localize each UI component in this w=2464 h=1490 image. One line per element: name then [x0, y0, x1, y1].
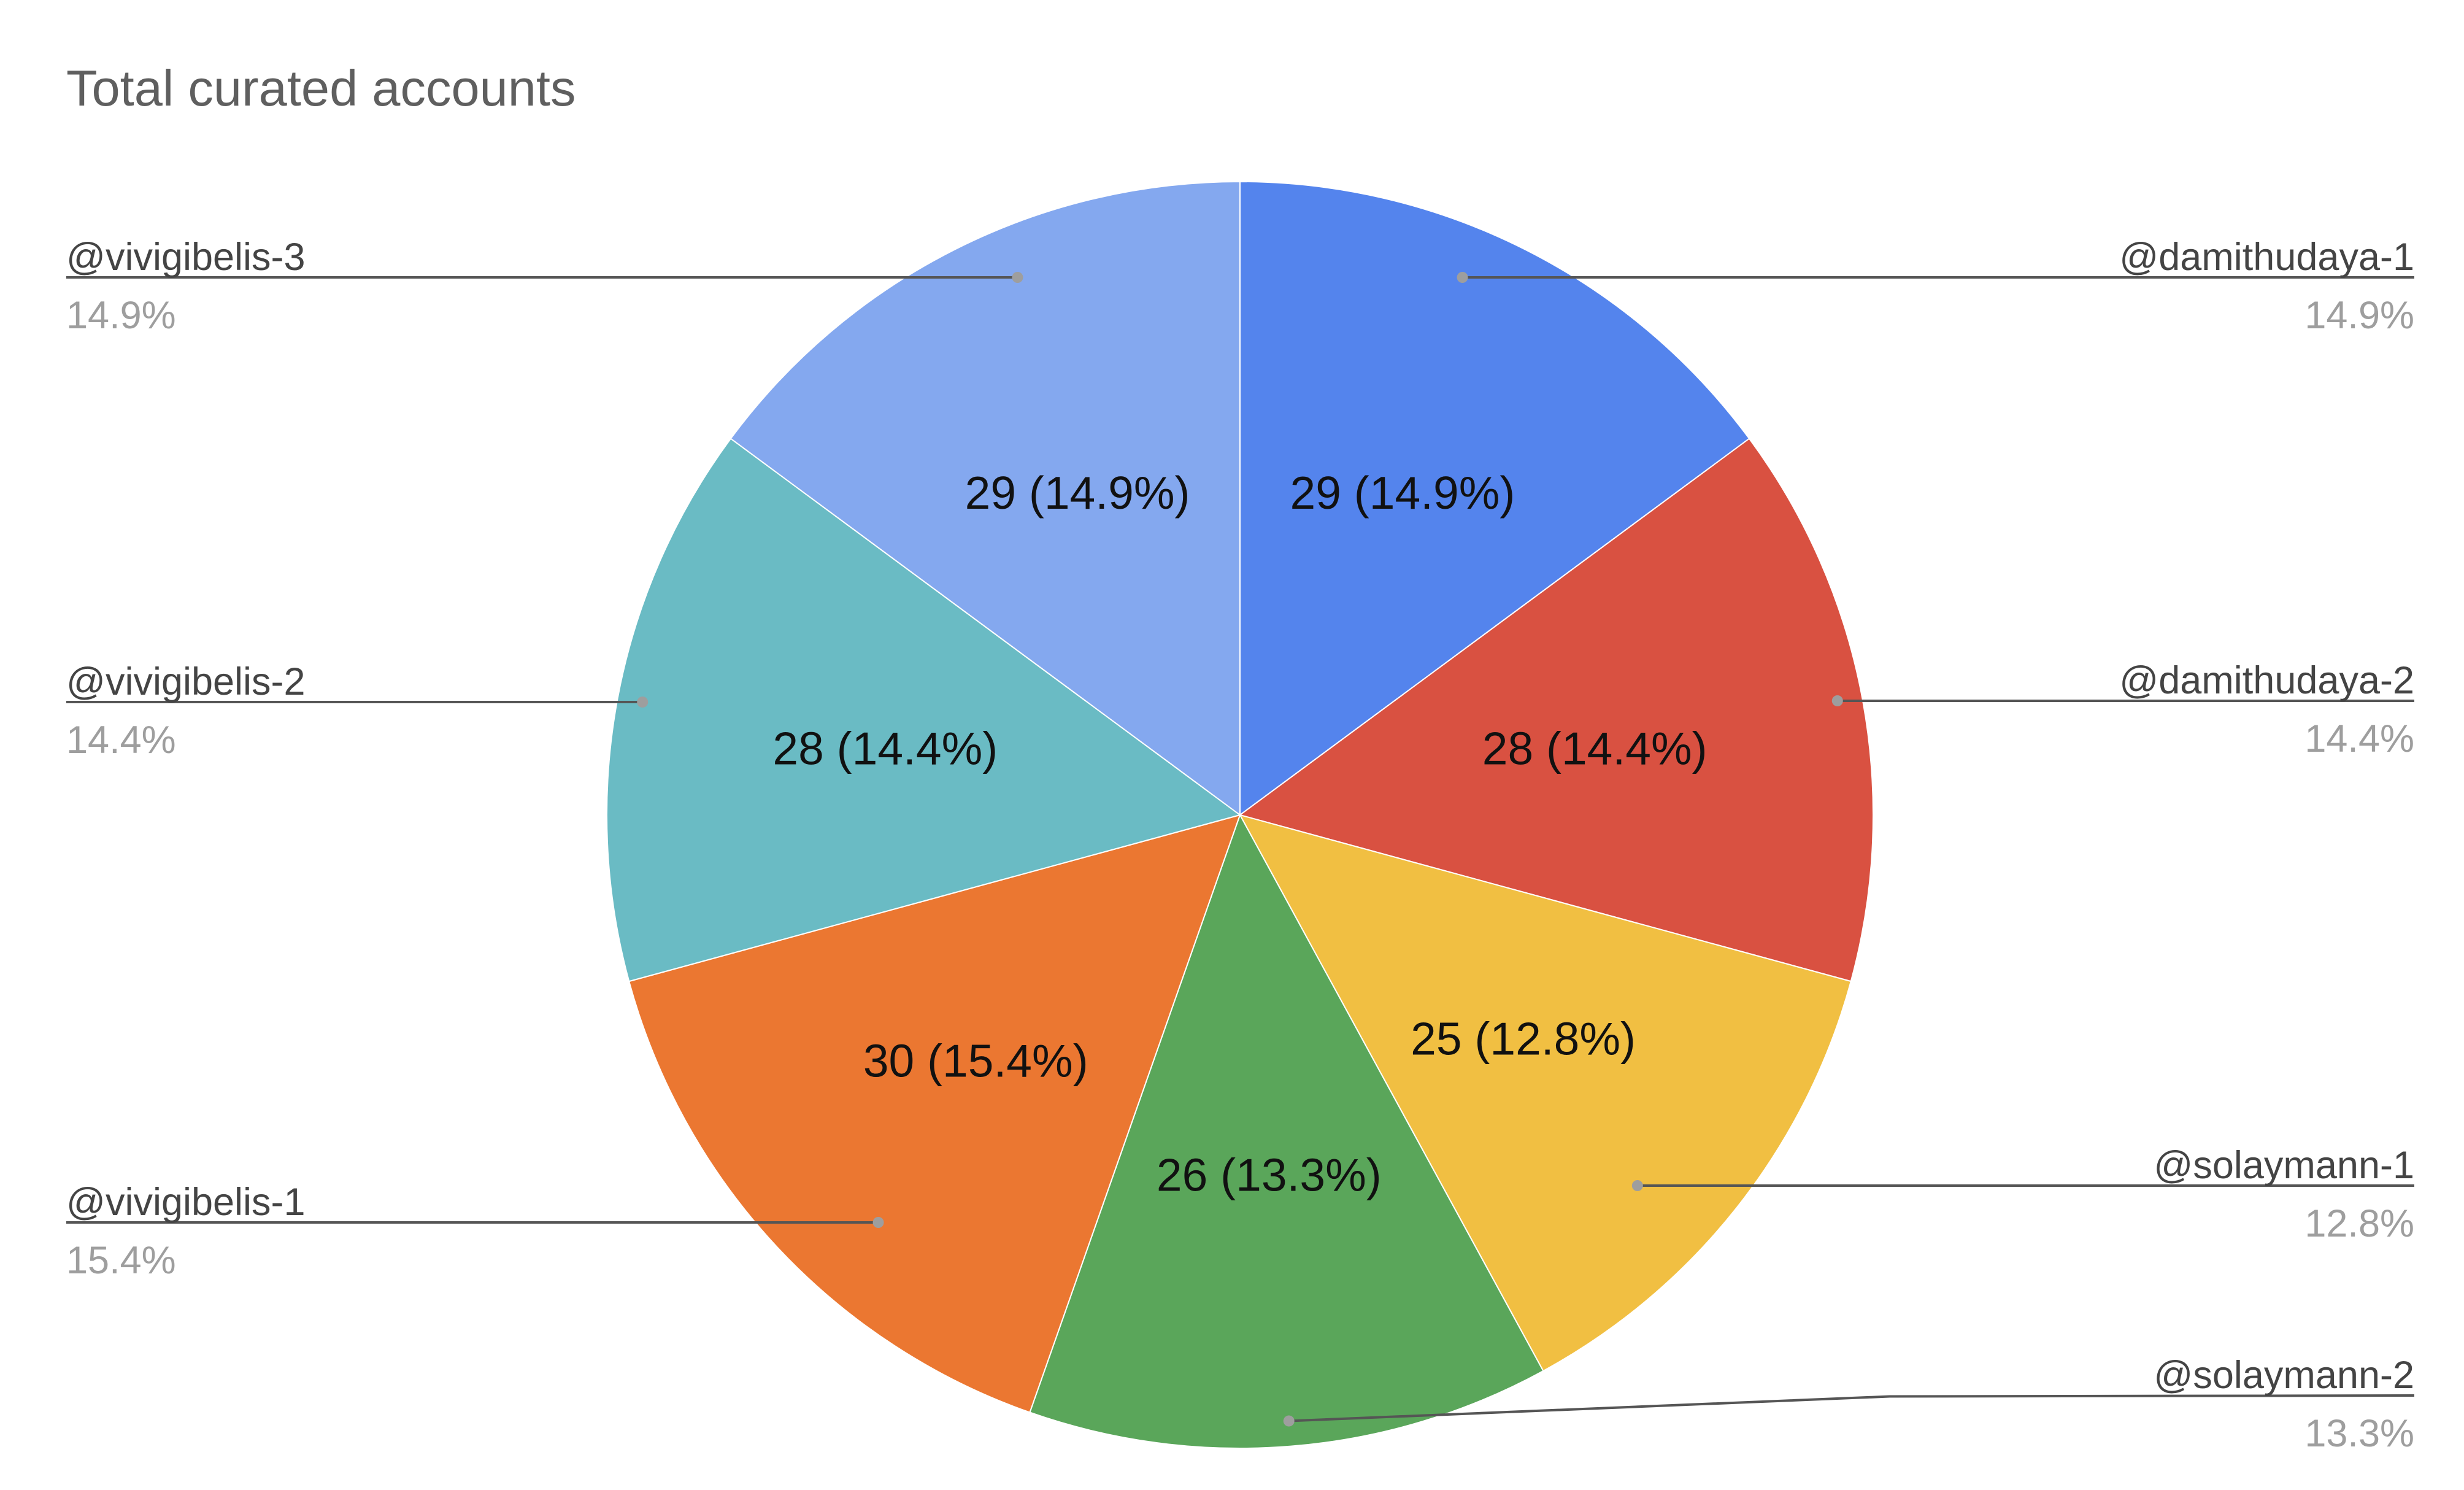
legend-percent: 13.3% — [2304, 1412, 2414, 1455]
legend-label: @vivigibelis-1 — [66, 1181, 306, 1224]
slice-data-label: 25 (12.8%) — [1411, 1013, 1636, 1065]
legend-item-damithudaya-1: @damithudaya-1 14.9% — [1457, 236, 2414, 337]
slice-data-label: 28 (14.4%) — [772, 723, 998, 774]
legend-item-vivigibelis-2: @vivigibelis-2 14.4% — [66, 660, 649, 762]
legend-percent: 14.4% — [2304, 717, 2414, 760]
pie-slice-solaymann-2[interactable] — [1029, 813, 1544, 1449]
legend-percent: 15.4% — [66, 1239, 176, 1282]
legend-percent: 14.9% — [2304, 294, 2414, 337]
legend-percent: 14.4% — [66, 719, 176, 762]
pie-legend: @damithudaya-1 14.9% @damithudaya-2 14.4% @s… — [66, 236, 2415, 1455]
slice-data-label: 30 (15.4%) — [863, 1035, 1088, 1087]
legend-label: @damithudaya-2 — [2119, 659, 2414, 702]
chart-title: Total curated accounts — [66, 60, 576, 117]
leader-dot — [637, 697, 649, 708]
legend-label: @solaymann-1 — [2154, 1144, 2414, 1187]
pie-slice-labels: 29 (14.9%) 28 (14.4%) 25 (12.8%) 26 (13.3%)… — [772, 467, 1707, 1201]
leader-dot — [1831, 695, 1843, 706]
slice-data-label: 26 (13.3%) — [1157, 1149, 1382, 1200]
pie-slice-vivigibelis-1[interactable] — [628, 814, 1241, 1413]
legend-label: @vivigibelis-3 — [66, 236, 306, 279]
legend-item-damithudaya-2: @damithudaya-2 14.4% — [1831, 659, 2414, 760]
pie-slice-solaymann-1[interactable] — [1238, 814, 1852, 1372]
legend-label: @vivigibelis-2 — [66, 660, 306, 703]
pie-slice-damithudaya-2[interactable] — [1238, 438, 1874, 982]
legend-item-solaymann-2: @solaymann-2 13.3% — [1283, 1354, 2415, 1455]
legend-item-solaymann-1: @solaymann-1 12.8% — [1631, 1144, 2414, 1245]
pie-slice-damithudaya-1[interactable] — [1239, 180, 1750, 816]
slice-data-label: 29 (14.9%) — [965, 467, 1190, 519]
legend-item-vivigibelis-1: @vivigibelis-1 15.4% — [66, 1181, 884, 1282]
pie-slice-vivigibelis-2[interactable] — [606, 438, 1242, 982]
leader-dot — [1012, 272, 1023, 283]
leader-dot — [1631, 1180, 1643, 1191]
leader-dot — [1283, 1415, 1295, 1427]
slice-data-label: 29 (14.9%) — [1290, 467, 1515, 519]
legend-percent: 12.8% — [2304, 1202, 2414, 1245]
pie-slice-vivigibelis-3[interactable] — [730, 180, 1241, 816]
leader-dot — [872, 1217, 884, 1228]
legend-label: @solaymann-2 — [2154, 1354, 2414, 1397]
leader-dot — [1457, 272, 1468, 283]
leader-line — [1288, 1394, 2415, 1422]
slice-data-label: 28 (14.4%) — [1482, 723, 1707, 774]
legend-item-vivigibelis-3: @vivigibelis-3 14.9% — [66, 236, 1023, 337]
pie-slices — [606, 180, 1874, 1449]
legend-percent: 14.9% — [66, 294, 176, 337]
legend-label: @damithudaya-1 — [2119, 236, 2414, 279]
